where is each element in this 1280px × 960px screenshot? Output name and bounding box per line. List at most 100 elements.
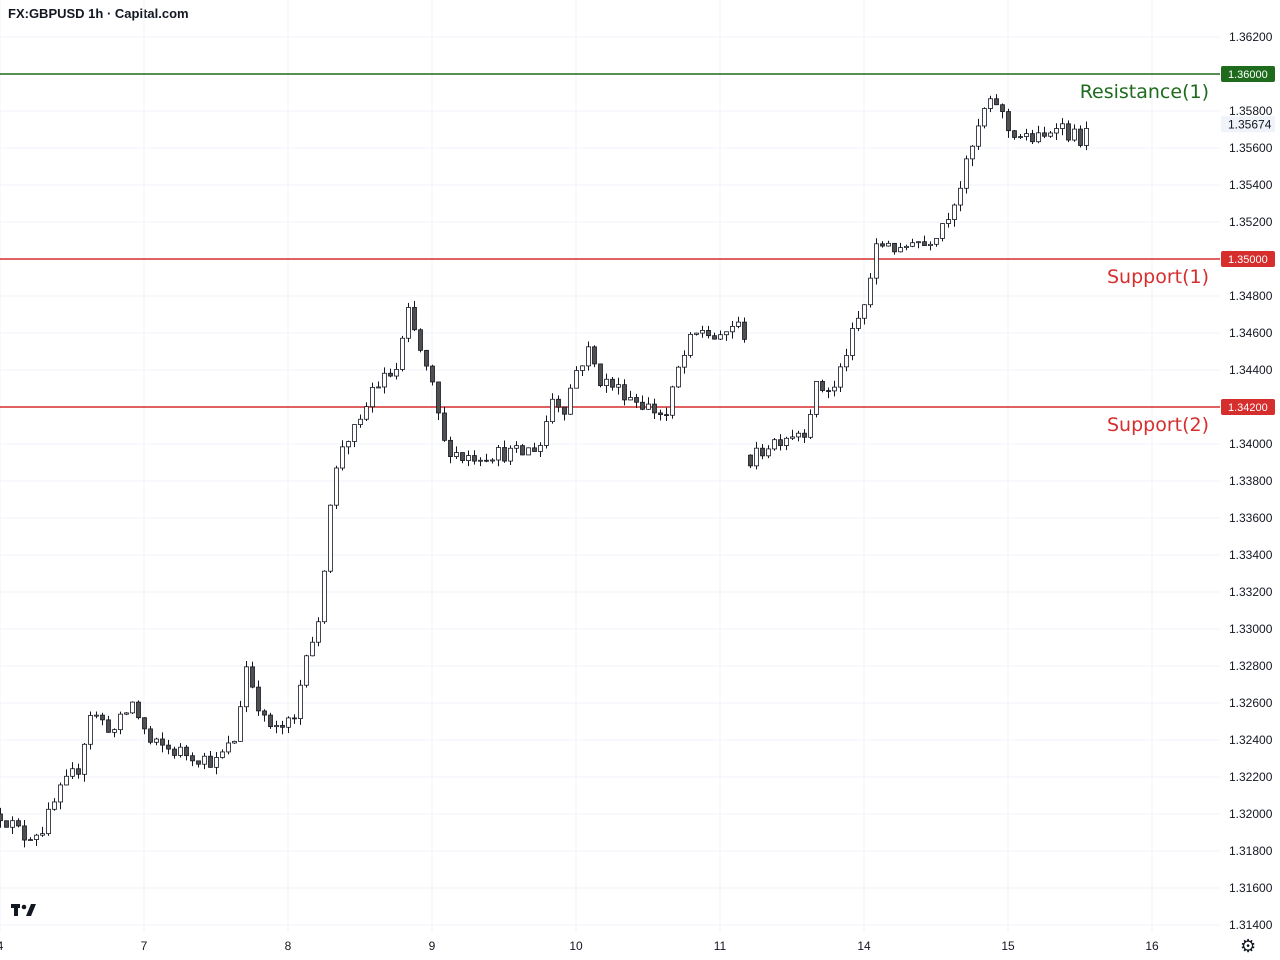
candle-body bbox=[532, 447, 537, 452]
candle-body bbox=[616, 384, 621, 388]
y-tick-label: 1.31600 bbox=[1229, 881, 1273, 895]
y-tick-label: 1.31400 bbox=[1229, 918, 1273, 932]
candle-body bbox=[184, 746, 189, 757]
candle-body bbox=[646, 403, 651, 410]
candle-body bbox=[694, 332, 699, 335]
candle-body bbox=[994, 98, 999, 106]
candle-body bbox=[214, 757, 219, 768]
candle-body bbox=[298, 684, 303, 719]
candle-body bbox=[634, 397, 639, 403]
price-axis[interactable]: 1.36200 1.35800 1.35600 1.35400 1.35200 1.348… bbox=[1220, 0, 1280, 960]
candle-body bbox=[346, 441, 351, 448]
candle-body bbox=[766, 448, 771, 457]
y-tick-label: 1.33000 bbox=[1229, 622, 1273, 636]
candle-body bbox=[22, 825, 27, 841]
candle-body bbox=[202, 755, 207, 765]
candle-body bbox=[106, 719, 111, 733]
candle-body bbox=[232, 740, 237, 744]
gear-icon[interactable]: ⚙ bbox=[1240, 936, 1257, 956]
candle-body bbox=[238, 706, 243, 742]
candle-body bbox=[1012, 130, 1017, 138]
x-tick-label: 8 bbox=[285, 939, 292, 953]
candle-body bbox=[946, 219, 951, 224]
candle-body bbox=[1084, 127, 1089, 146]
candle-body bbox=[1078, 128, 1083, 146]
x-tick-label: 4 bbox=[0, 939, 4, 953]
candle-body bbox=[448, 439, 453, 457]
candle-body bbox=[328, 504, 333, 572]
x-tick-label: 14 bbox=[857, 939, 871, 953]
candle-body bbox=[394, 369, 399, 377]
grid-lines bbox=[0, 0, 1220, 932]
candle-body bbox=[796, 432, 801, 438]
y-tick-label: 1.33800 bbox=[1229, 474, 1273, 488]
candle-body bbox=[544, 421, 549, 446]
candle-body bbox=[670, 386, 675, 416]
candle-body bbox=[886, 242, 891, 247]
candle-body bbox=[574, 370, 579, 389]
y-tick-label: 1.34000 bbox=[1229, 437, 1273, 451]
candle-body bbox=[928, 243, 933, 246]
time-axis[interactable]: 4 7 8 9 10 11 14 15 16 bbox=[0, 939, 1159, 953]
candle-body bbox=[682, 354, 687, 368]
candle-body bbox=[904, 245, 909, 248]
y-tick-label: 1.33600 bbox=[1229, 511, 1273, 525]
candle-body bbox=[166, 744, 171, 750]
candle-body bbox=[910, 242, 915, 247]
candle-body bbox=[376, 386, 381, 389]
candle-body bbox=[760, 447, 765, 457]
candle-body bbox=[100, 714, 105, 721]
candle-body bbox=[148, 728, 153, 743]
current-price-label: 1.35674 bbox=[1228, 117, 1272, 131]
candle-body bbox=[952, 204, 957, 220]
x-tick-label: 15 bbox=[1001, 939, 1015, 953]
y-tick-label: 1.34600 bbox=[1229, 326, 1273, 340]
candle-body bbox=[1054, 128, 1059, 134]
x-tick-label: 16 bbox=[1145, 939, 1159, 953]
candle-body bbox=[454, 452, 459, 457]
candle-body bbox=[556, 398, 561, 408]
candle-body bbox=[412, 307, 417, 331]
level-label: Resistance(1) bbox=[1080, 81, 1209, 103]
level-price-badge-text: 1.35000 bbox=[1228, 254, 1268, 266]
candle-body bbox=[736, 321, 741, 327]
candle-body bbox=[418, 329, 423, 351]
candle-body bbox=[832, 386, 837, 392]
candle-body bbox=[964, 158, 969, 189]
candle-body bbox=[724, 331, 729, 336]
candle-body bbox=[28, 839, 33, 841]
candle-body bbox=[550, 398, 555, 423]
y-tick-label: 1.32800 bbox=[1229, 659, 1273, 673]
candle-body bbox=[244, 666, 249, 708]
level-price-badge bbox=[1221, 66, 1275, 82]
y-tick-label: 1.35200 bbox=[1229, 215, 1273, 229]
candle-body bbox=[790, 436, 795, 439]
candle-body bbox=[1000, 104, 1005, 112]
price-axis-bg bbox=[1220, 0, 1280, 960]
candle-body bbox=[580, 365, 585, 371]
candle-body bbox=[388, 372, 393, 377]
candle-body bbox=[892, 242, 897, 253]
candle-body bbox=[814, 381, 819, 415]
candle-body bbox=[136, 701, 141, 719]
candle-body bbox=[40, 833, 45, 836]
x-tick-label: 7 bbox=[141, 939, 148, 953]
candle-body bbox=[838, 366, 843, 388]
candle-body bbox=[700, 330, 705, 334]
candle-body bbox=[562, 406, 567, 415]
candle-body bbox=[970, 145, 975, 160]
candle-body bbox=[76, 768, 81, 775]
candle-body bbox=[586, 346, 591, 367]
y-tick-label: 1.33400 bbox=[1229, 548, 1273, 562]
candle-body bbox=[304, 655, 309, 686]
candle-body bbox=[406, 307, 411, 339]
candle-body bbox=[256, 686, 261, 712]
candle-body bbox=[508, 447, 513, 462]
candle-body bbox=[1048, 132, 1053, 137]
candle-body bbox=[364, 406, 369, 420]
candle-body bbox=[1072, 128, 1077, 141]
candle-body bbox=[370, 386, 375, 408]
y-tick-label: 1.35400 bbox=[1229, 178, 1273, 192]
candle-body bbox=[358, 418, 363, 425]
